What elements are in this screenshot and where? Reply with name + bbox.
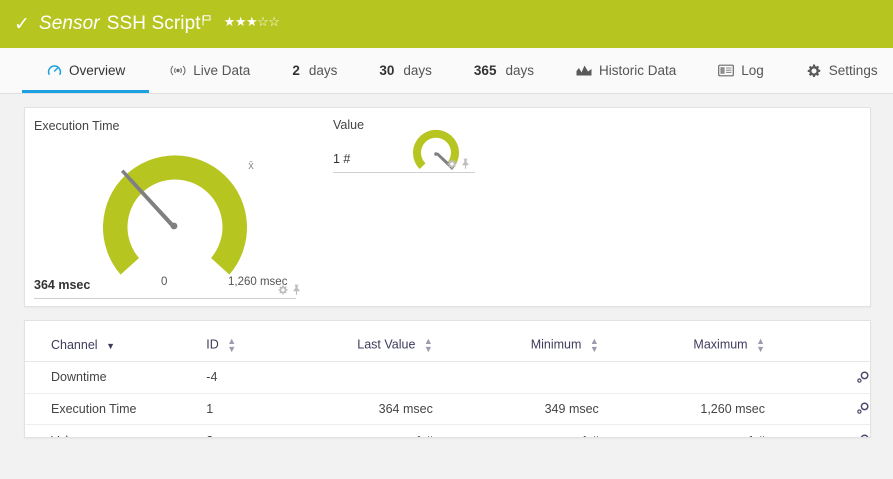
log-icon	[718, 63, 735, 79]
tab-label-overview: Overview	[69, 63, 126, 78]
tab-bar: Overview Live Data 2 days 30 days 365 da…	[0, 48, 893, 94]
flag-icon[interactable]	[202, 14, 211, 26]
sort-updown-icon[interactable]: ▲ ▼	[756, 336, 765, 354]
tab-label-2-days: days	[308, 63, 338, 78]
column-label-id: ID	[206, 337, 219, 352]
tab-label-settings: Settings	[828, 63, 878, 78]
gauge-divider-value	[333, 172, 475, 173]
cell-maximum: 1,260 msec	[620, 393, 787, 426]
cell-channel: Downtime	[25, 361, 207, 394]
gear-icon[interactable]	[447, 159, 457, 169]
column-label-minimum: Minimum	[530, 337, 582, 352]
chart-area-icon	[576, 63, 592, 79]
cog-icon[interactable]	[855, 371, 870, 385]
page-title: SSH Script	[106, 13, 201, 34]
star-filled-3: ★	[245, 13, 258, 29]
cell-actions[interactable]	[787, 361, 870, 394]
column-label-last-value: Last Value	[357, 337, 416, 352]
tab-30-days[interactable]: 30 days	[358, 48, 453, 93]
cell-id: 2	[206, 424, 298, 437]
tab-live-data[interactable]: Live Data	[149, 48, 271, 93]
table-row[interactable]: Downtime -4	[25, 361, 870, 394]
cell-minimum: 349 msec	[454, 393, 621, 426]
table-row[interactable]: Execution Time 1 364 msec 349 msec 1,260…	[25, 393, 870, 426]
tab-label-365-days: days	[505, 63, 534, 78]
tab-log[interactable]: Log	[697, 48, 785, 93]
gauges-card: Execution Time x̄ 364 msec 0 1,260 msec	[24, 107, 871, 307]
gauge-title-execution-time: Execution Time	[34, 119, 120, 133]
priority-stars[interactable]: ★★★☆☆	[224, 15, 280, 28]
gauge-execution-time[interactable]: Execution Time x̄ 364 msec 0 1,260 msec	[25, 108, 305, 306]
page-header: ✓ Sensor SSH Script ★★★☆☆	[0, 0, 893, 48]
column-header-maximum[interactable]: Maximum ▲ ▼	[620, 331, 787, 362]
gauge-scale-min-execution-time: 0	[161, 276, 168, 288]
gauge-icon	[46, 63, 62, 79]
cog-icon[interactable]	[855, 434, 870, 437]
tab-prefix-30-days: 30	[379, 63, 395, 78]
gear-icon[interactable]	[278, 285, 288, 295]
cell-last-value: 1 #	[298, 424, 455, 437]
sort-updown-icon[interactable]: ▲ ▼	[589, 336, 599, 354]
star-empty-4: ☆	[257, 13, 269, 29]
column-header-minimum[interactable]: Minimum ▲ ▼	[454, 331, 621, 362]
gauge-dial-execution-time: x̄	[103, 155, 261, 275]
tab-label-historic-data: Historic Data	[598, 63, 677, 78]
gauge-divider-execution-time	[34, 298, 296, 299]
column-header-id[interactable]: ID ▲ ▼	[206, 331, 298, 362]
star-filled-1: ★	[223, 13, 236, 29]
tab-historic-data[interactable]: Historic Data	[555, 48, 697, 93]
cell-minimum: 1 #	[454, 424, 621, 437]
pin-icon[interactable]	[461, 158, 470, 169]
table-row[interactable]: Value 2 1 # 1 # 1 #	[25, 424, 870, 437]
gear-icon	[806, 63, 822, 79]
cell-actions[interactable]	[787, 424, 870, 437]
cell-channel: Execution Time	[25, 393, 207, 426]
gauge-scale-max-execution-time: 1,260 msec	[228, 276, 288, 288]
star-empty-5: ☆	[268, 13, 280, 29]
table-header-row: Channel ▼ ID ▲ ▼ Last Value ▲ ▼	[25, 331, 870, 362]
cell-id: 1	[206, 393, 298, 426]
star-filled-2: ★	[234, 13, 247, 29]
tab-overview[interactable]: Overview	[22, 48, 150, 93]
tab-label-live-data: Live Data	[193, 63, 251, 78]
column-label-channel: Channel	[51, 338, 98, 352]
pin-icon[interactable]	[292, 284, 301, 295]
tab-label-log: Log	[741, 63, 764, 78]
gauge-actions-execution-time[interactable]	[278, 284, 301, 295]
tab-365-days[interactable]: 365 days	[453, 48, 555, 93]
tab-label-30-days: days	[403, 63, 432, 78]
sort-updown-icon[interactable]: ▲ ▼	[423, 336, 433, 354]
cell-maximum	[620, 361, 787, 394]
sensor-type-label: Sensor	[38, 13, 100, 34]
tab-prefix-365-days: 365	[473, 63, 497, 78]
gauge-actions-value[interactable]	[447, 158, 470, 169]
cog-icon[interactable]	[855, 402, 870, 416]
column-header-channel[interactable]: Channel ▼	[25, 331, 207, 362]
column-label-maximum: Maximum	[693, 337, 748, 352]
channels-table: Channel ▼ ID ▲ ▼ Last Value ▲ ▼	[25, 331, 870, 437]
tab-settings[interactable]: Settings	[785, 48, 893, 93]
cell-id: -4	[206, 361, 298, 394]
tab-2-days[interactable]: 2 days	[271, 48, 358, 93]
column-header-last-value[interactable]: Last Value ▲ ▼	[298, 331, 455, 362]
gauge-value[interactable]: Value 1 #	[305, 108, 475, 178]
column-header-actions	[787, 331, 870, 362]
gauge-value-value: 1 #	[333, 152, 351, 166]
gauge-value-execution-time: 364 msec	[34, 278, 91, 292]
cell-actions[interactable]	[787, 393, 870, 426]
cell-last-value	[298, 361, 455, 394]
sort-updown-icon[interactable]: ▲ ▼	[227, 336, 237, 354]
cell-maximum: 1 #	[620, 424, 787, 437]
tab-prefix-2-days: 2	[292, 63, 300, 78]
svg-text:x̄: x̄	[248, 160, 254, 172]
status-check-icon: ✓	[14, 13, 30, 35]
cell-minimum	[454, 361, 621, 394]
cell-last-value: 364 msec	[298, 393, 455, 426]
live-data-icon	[170, 63, 186, 79]
gauge-title-value: Value	[333, 118, 365, 132]
channels-card: Channel ▼ ID ▲ ▼ Last Value ▲ ▼	[24, 320, 871, 438]
cell-channel: Value	[25, 424, 207, 437]
